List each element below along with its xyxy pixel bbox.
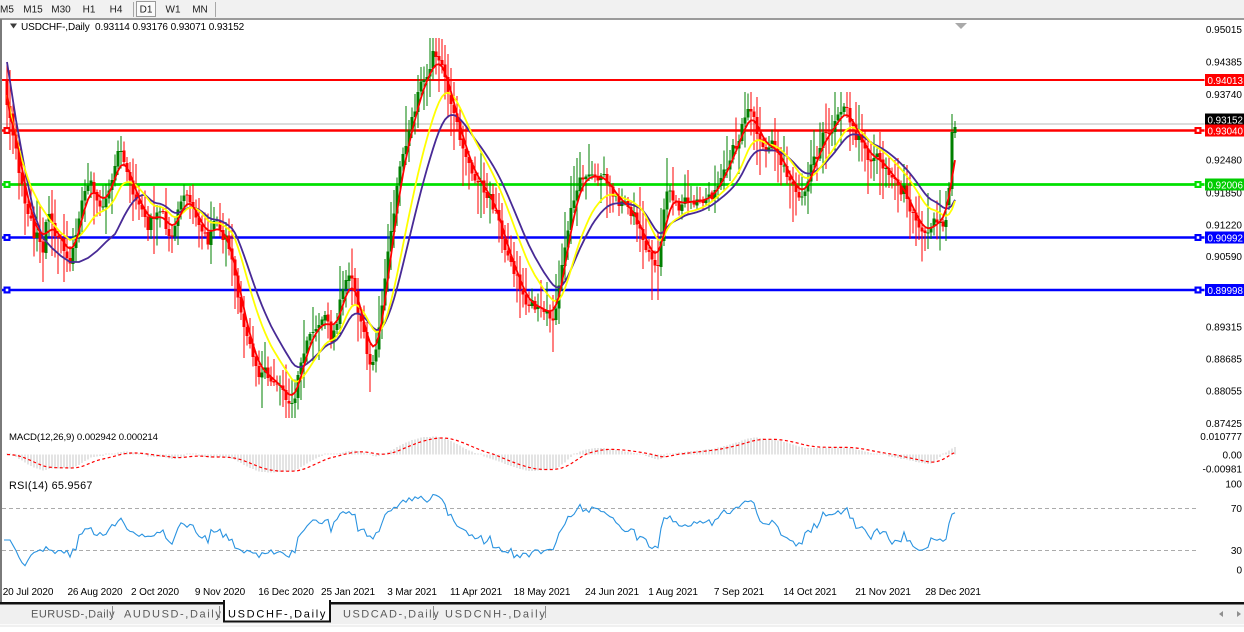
svg-text:MN: MN — [192, 5, 208, 16]
svg-text:7 Sep 2021: 7 Sep 2021 — [714, 587, 765, 598]
svg-text:28 Dec 2021: 28 Dec 2021 — [925, 587, 981, 598]
svg-text:-0.00981: -0.00981 — [1203, 465, 1243, 476]
svg-text:M15: M15 — [23, 5, 43, 16]
svg-text:0.88055: 0.88055 — [1206, 387, 1243, 398]
svg-text:USDCAD-,Daily: USDCAD-,Daily — [343, 609, 440, 621]
svg-text:16 Dec 2020: 16 Dec 2020 — [258, 587, 314, 598]
svg-text:M30: M30 — [51, 5, 71, 16]
svg-text:0.90590: 0.90590 — [1206, 252, 1243, 263]
svg-text:0: 0 — [1236, 566, 1242, 577]
svg-text:AUDUSD-,Daily: AUDUSD-,Daily — [124, 609, 222, 621]
svg-text:1 Aug 2021: 1 Aug 2021 — [648, 587, 698, 598]
svg-text:0.93040: 0.93040 — [1208, 126, 1244, 137]
svg-text:0.87425: 0.87425 — [1206, 419, 1243, 430]
svg-text:21 Nov 2021: 21 Nov 2021 — [855, 587, 911, 598]
svg-text:24 Jun 2021: 24 Jun 2021 — [585, 587, 639, 598]
svg-text:0.95015: 0.95015 — [1206, 25, 1243, 36]
svg-text:18 May 2021: 18 May 2021 — [514, 587, 571, 598]
svg-text:2 Oct 2020: 2 Oct 2020 — [131, 587, 179, 598]
svg-text:70: 70 — [1231, 504, 1243, 515]
svg-text:H1: H1 — [83, 5, 96, 16]
svg-text:0.89315: 0.89315 — [1206, 323, 1243, 334]
svg-text:EURUSD-,Daily: EURUSD-,Daily — [31, 609, 115, 621]
svg-text:0.93152: 0.93152 — [1208, 115, 1243, 126]
svg-text:0.91220: 0.91220 — [1206, 221, 1243, 232]
svg-text:14 Oct 2021: 14 Oct 2021 — [783, 587, 837, 598]
svg-text:0.91850: 0.91850 — [1206, 189, 1243, 200]
svg-text:25 Jan 2021: 25 Jan 2021 — [321, 587, 375, 598]
svg-text:0.88685: 0.88685 — [1206, 355, 1243, 366]
svg-text:0.94013: 0.94013 — [1208, 76, 1244, 87]
svg-text:USDCHF-,Daily 0.93114 0.93176: USDCHF-,Daily 0.93114 0.93176 0.93071 0.… — [21, 22, 245, 33]
svg-text:30: 30 — [1231, 546, 1243, 557]
svg-text:USDCHF-,Daily: USDCHF-,Daily — [228, 609, 327, 621]
svg-text:D1: D1 — [140, 5, 153, 16]
svg-text:3 Mar 2021: 3 Mar 2021 — [387, 587, 437, 598]
svg-text:100: 100 — [1225, 480, 1242, 491]
svg-text:0.00: 0.00 — [1223, 451, 1243, 462]
svg-text:0.94385: 0.94385 — [1206, 58, 1243, 69]
svg-text:H4: H4 — [110, 5, 123, 16]
svg-text:0.93740: 0.93740 — [1206, 90, 1243, 101]
svg-text:RSI(14) 65.9567: RSI(14) 65.9567 — [9, 480, 93, 492]
svg-text:0.010777: 0.010777 — [1200, 432, 1242, 443]
svg-text:0.90992: 0.90992 — [1208, 233, 1243, 244]
svg-text:20 Jul 2020: 20 Jul 2020 — [3, 587, 54, 598]
svg-text:0.92006: 0.92006 — [1208, 180, 1244, 191]
svg-text:9 Nov 2020: 9 Nov 2020 — [195, 587, 246, 598]
svg-text:26 Aug 2020: 26 Aug 2020 — [67, 587, 123, 598]
svg-text:USDCNH-,Daily: USDCNH-,Daily — [445, 609, 547, 621]
svg-text:MACD(12,26,9) 0.002942 0.00021: MACD(12,26,9) 0.002942 0.000214 — [9, 432, 159, 443]
svg-text:11 Apr 2021: 11 Apr 2021 — [450, 587, 503, 598]
svg-text:M5: M5 — [0, 5, 14, 16]
svg-text:0.89998: 0.89998 — [1208, 286, 1244, 297]
svg-text:0.92480: 0.92480 — [1206, 156, 1243, 167]
svg-text:W1: W1 — [166, 5, 181, 16]
